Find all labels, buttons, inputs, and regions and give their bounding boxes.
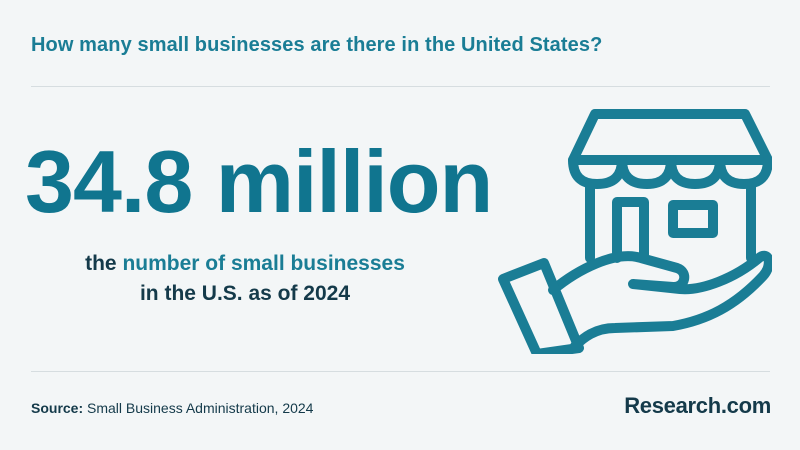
hand-palm (548, 250, 772, 351)
source-line: Source: Small Business Administration, 2… (31, 400, 313, 416)
source-text: Small Business Administration, 2024 (83, 400, 314, 416)
store-window (668, 200, 718, 238)
caption-prefix: the (85, 252, 123, 275)
bottom-divider (31, 371, 770, 372)
top-divider (31, 86, 770, 87)
brand-logo: Research.com (624, 393, 771, 418)
question-heading: How many small businesses are there in t… (31, 34, 603, 56)
awning-scallops (568, 155, 772, 189)
caption-highlight: number of small businesses (122, 252, 405, 275)
headline-stat: 34.8 million (25, 132, 493, 231)
hand-cuff (498, 258, 584, 354)
awning-roof (568, 109, 772, 165)
store-door (612, 197, 649, 263)
stat-caption: the number of small businesses in the U.… (26, 249, 464, 309)
source-label: Source: (31, 400, 84, 416)
store-in-hand-icon (498, 109, 772, 354)
caption-line-2: in the U.S. as of 2024 (139, 282, 351, 305)
